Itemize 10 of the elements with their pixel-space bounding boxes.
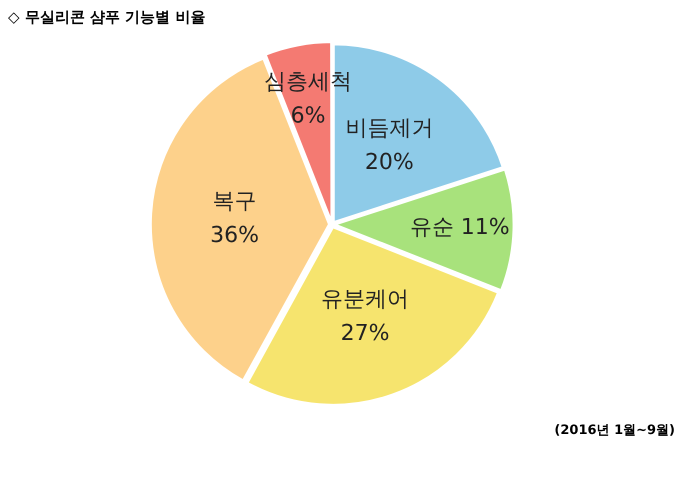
data-label: 20% (364, 150, 414, 176)
slice-label: 복구 (212, 189, 256, 214)
data-label: 6% (290, 104, 326, 129)
data-label: 27% (340, 321, 390, 346)
text: (2016년 1월~9월) (553, 422, 675, 439)
slice-label: 유분케어 (320, 287, 409, 312)
chart-title: ◇ 무실리콘 샴푸 기능별 비율 (8, 8, 206, 28)
slice-label: 비듬제거 (344, 116, 433, 142)
data-label: 36% (210, 223, 259, 248)
slice-label: 유순 11% (409, 215, 510, 240)
